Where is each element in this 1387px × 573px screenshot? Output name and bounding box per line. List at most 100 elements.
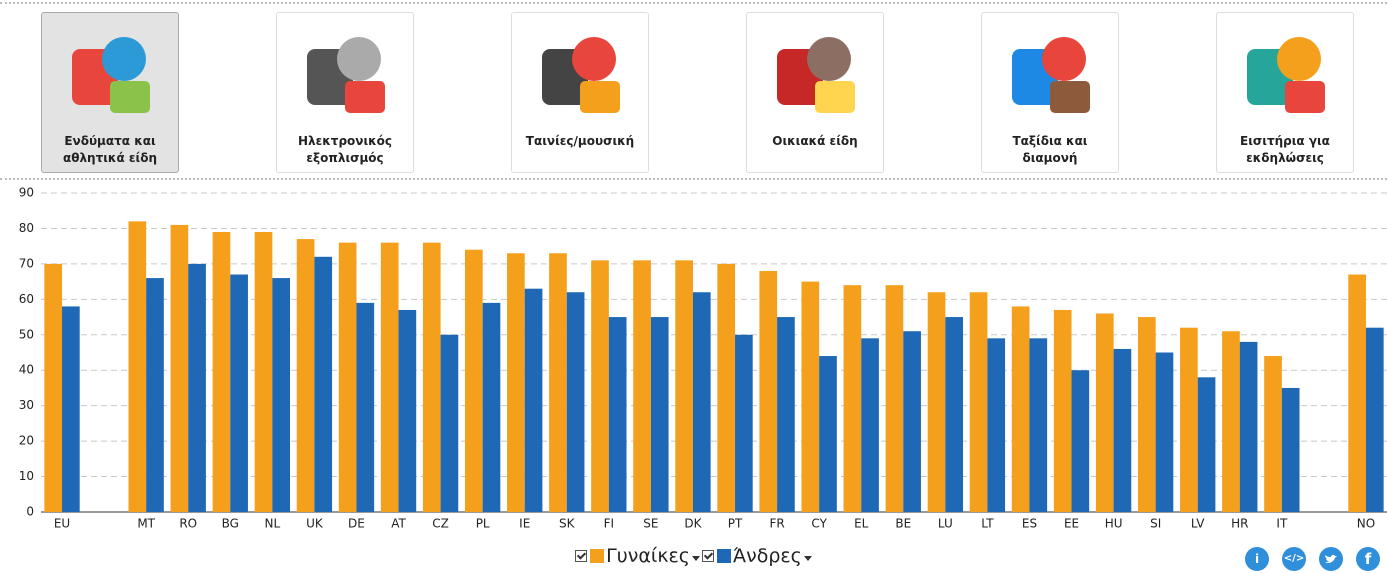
x-tick-label: HR xyxy=(1231,517,1248,531)
bar xyxy=(735,334,753,512)
x-tick-label: DK xyxy=(684,517,702,531)
bar xyxy=(296,239,315,513)
y-tick-label: 30 xyxy=(19,398,34,412)
x-tick-label: IE xyxy=(519,517,530,531)
category-tab[interactable]: Οικιακά είδη xyxy=(746,12,884,173)
tab-label-line: Ταινίες/μουσική xyxy=(525,134,635,148)
bar xyxy=(188,263,206,512)
info-button[interactable]: i xyxy=(1245,547,1269,571)
icon-shape xyxy=(580,81,620,113)
bar xyxy=(440,334,459,512)
bar xyxy=(170,224,189,512)
icon-shape xyxy=(1042,37,1086,81)
tab-label-line: Ταξίδια και xyxy=(1012,134,1088,148)
bar xyxy=(717,263,736,512)
icon-shape xyxy=(345,81,385,113)
icon-shape xyxy=(1050,81,1090,113)
bar xyxy=(1011,306,1030,512)
icon-shape xyxy=(807,37,851,81)
twitter-button[interactable] xyxy=(1319,547,1343,571)
bar xyxy=(146,278,164,512)
bar xyxy=(356,302,375,512)
bar xyxy=(422,242,441,512)
icon-shape xyxy=(110,81,150,113)
bar xyxy=(482,302,501,512)
embed-button[interactable]: </> xyxy=(1282,547,1306,571)
tab-label-line: αθλητικά είδη xyxy=(62,151,158,165)
bar xyxy=(272,278,291,512)
bar xyxy=(524,288,543,512)
category-tab[interactable]: Ενδύματα και αθλητικά είδη xyxy=(41,12,179,173)
x-tick-label: CZ xyxy=(432,517,449,531)
tab-label-line: Οικιακά είδη xyxy=(772,134,858,148)
x-tick-label: LT xyxy=(981,517,994,531)
bar xyxy=(1264,356,1282,512)
category-tab[interactable]: Ταξίδια και διαμονή xyxy=(981,12,1119,173)
tab-label: Ενδύματα και αθλητικά είδη xyxy=(42,133,178,167)
bar xyxy=(650,317,669,512)
icon-shape xyxy=(815,81,855,113)
x-tick-label: EL xyxy=(854,517,869,531)
x-tick-label: HU xyxy=(1105,517,1123,531)
x-tick-label: DE xyxy=(348,517,365,531)
bar xyxy=(314,256,333,512)
bar xyxy=(507,253,525,512)
icon-shape xyxy=(1277,37,1321,81)
x-tick-label: PT xyxy=(728,517,743,531)
bar xyxy=(44,263,63,512)
bar xyxy=(1180,327,1198,512)
icon-shape xyxy=(102,37,146,81)
category-tab[interactable]: Εισιτήρια για εκδηλώσεις xyxy=(1216,12,1354,173)
bar xyxy=(903,331,921,512)
legend-item[interactable]: Άνδρες xyxy=(701,545,812,567)
legend: Γυναίκες Άνδρες xyxy=(0,545,1387,567)
chart: 0 10 20 30 40 50 60 70 80 90 EU MT RO BG NL UK DE AT CZ PL I… xyxy=(19,186,1387,531)
bar xyxy=(608,317,627,512)
bar xyxy=(1197,377,1216,512)
separator xyxy=(0,178,1387,180)
bar xyxy=(1095,313,1114,512)
bar xyxy=(1053,309,1072,512)
x-tick-label: RO xyxy=(179,517,197,531)
bar xyxy=(885,285,904,512)
tab-label-line: Ενδύματα και xyxy=(64,134,156,148)
bar xyxy=(1222,331,1240,512)
x-tick-label: ES xyxy=(1022,517,1037,531)
legend-caret xyxy=(691,555,700,561)
tab-label-line: εξοπλισμός xyxy=(306,151,384,165)
x-tick-label: SE xyxy=(643,517,658,531)
bar xyxy=(1155,352,1174,512)
bar xyxy=(566,292,585,512)
bar xyxy=(843,285,862,512)
x-tick-label: NO xyxy=(1357,517,1375,531)
bar xyxy=(1137,317,1156,512)
bar xyxy=(1113,348,1132,512)
bar xyxy=(1029,338,1048,512)
tab-label-line: Ηλεκτρονικός xyxy=(297,134,393,148)
bar xyxy=(398,309,417,512)
bar xyxy=(1071,370,1090,512)
icon-shape xyxy=(1285,81,1325,113)
bar xyxy=(549,253,567,512)
y-tick-label: 20 xyxy=(19,434,34,448)
tab-label-line: διαμονή xyxy=(1022,151,1078,165)
tab-label: Εισιτήρια για εκδηλώσεις xyxy=(1217,133,1353,167)
category-tab[interactable]: Ταινίες/μουσική xyxy=(511,12,649,173)
x-tick-label: BG xyxy=(222,517,239,531)
bar xyxy=(1281,387,1300,512)
bar xyxy=(819,356,837,512)
bar xyxy=(464,249,483,512)
legend-caret xyxy=(803,555,812,561)
y-tick-label: 60 xyxy=(19,292,34,306)
bar xyxy=(128,221,147,512)
bar xyxy=(633,260,651,512)
category-tab[interactable]: Ηλεκτρονικός εξοπλισμός xyxy=(276,12,414,173)
tab-icon xyxy=(307,37,385,113)
facebook-button[interactable]: f xyxy=(1356,547,1380,571)
tab-label: Ταινίες/μουσική xyxy=(512,133,648,150)
legend-item[interactable]: Γυναίκες xyxy=(575,545,700,567)
bar xyxy=(1365,327,1384,512)
legend-label: Γυναίκες xyxy=(606,545,690,567)
tab-label-line: Εισιτήρια για xyxy=(1240,134,1330,148)
